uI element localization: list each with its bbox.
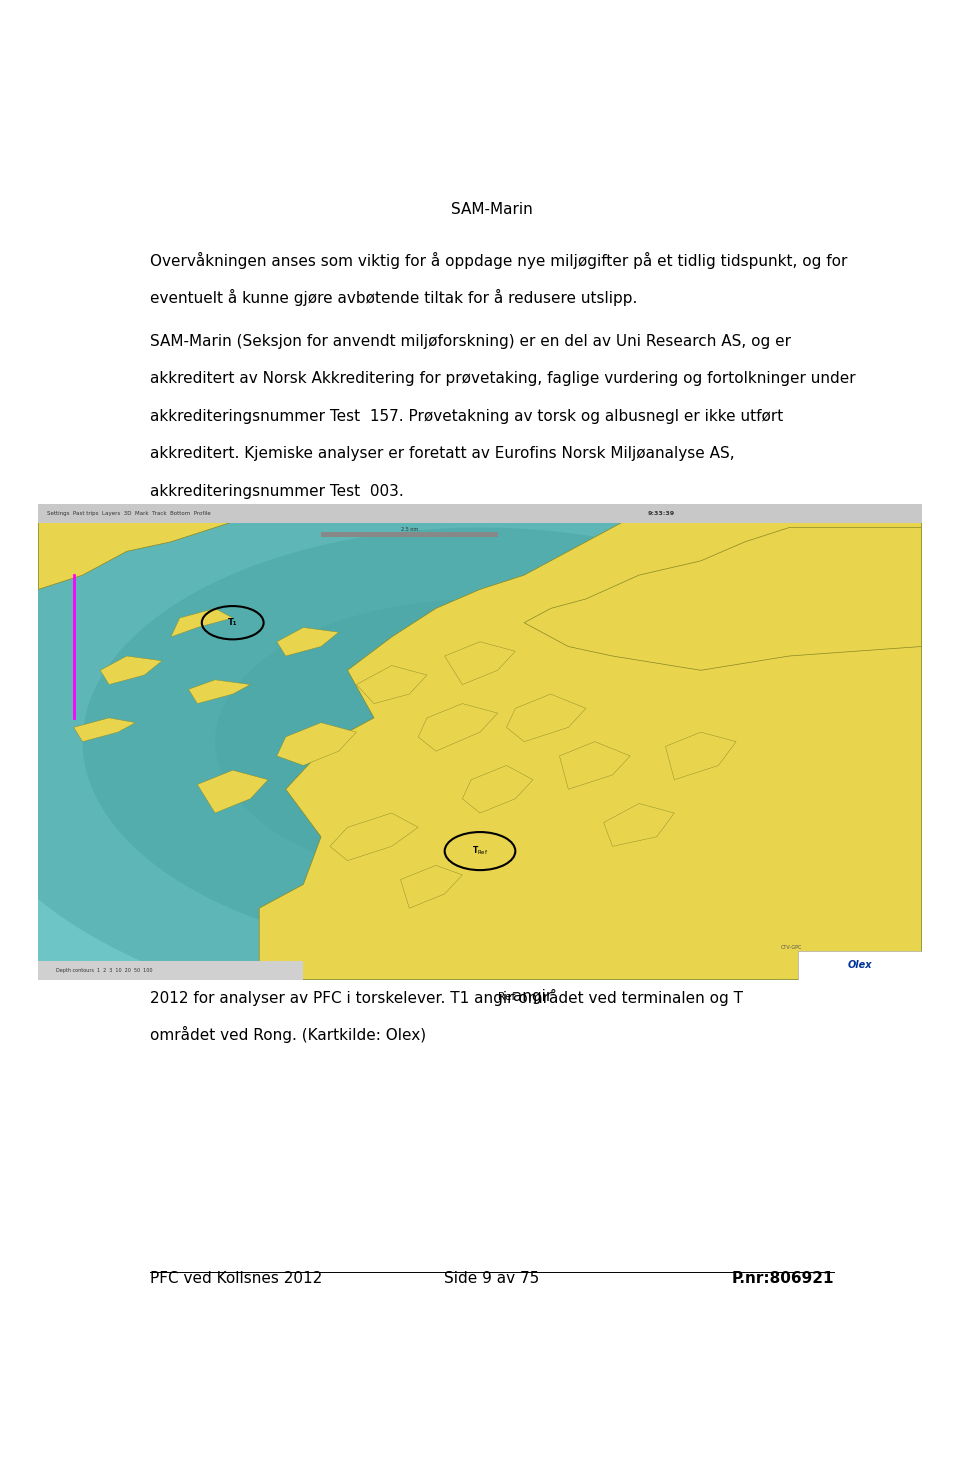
Text: Det ble i 2012 tatt prøver av albusnegl, torskelever og sediment for analyser av: Det ble i 2012 tatt prøver av albusnegl,… [150,608,812,623]
Text: prøvetakingstasjonene for henholdsvis torsk og sediment. De undersøkte stasjonen: prøvetakingstasjonene for henholdsvis to… [150,683,822,698]
Bar [798,952,922,980]
Polygon shape [560,742,630,790]
Polygon shape [604,803,674,847]
Polygon shape [171,608,232,636]
Text: SAM-Marin: SAM-Marin [451,202,533,217]
Text: P.nr:806921: P.nr:806921 [732,1271,834,1286]
Polygon shape [38,504,303,589]
Text: identiske med stasjonene undersøkt i 2011, men noe færre lokaliteter ble undersø: identiske med stasjonene undersøkt i 201… [150,720,854,735]
Text: akkrediteringsnummer Test  003.: akkrediteringsnummer Test 003. [150,483,403,499]
Polygon shape [74,717,135,742]
Text: 2.5 nm: 2.5 nm [400,527,418,532]
Text: Side 9 av 75: Side 9 av 75 [444,1271,540,1286]
Circle shape [0,457,960,1027]
Bar [321,532,497,538]
Text: Vannprøver ble ikke tatt i 2012, ettersom PFC ikke ble kvantifisert i noen av va: Vannprøver ble ikke tatt i 2012, etterso… [150,759,863,773]
Text: Depth contours  1  2  3  10  20  50  100: Depth contours 1 2 3 10 20 50 100 [56,968,153,972]
Text: Ref: Ref [497,993,515,1002]
Text: T$_{\rm Ref}$: T$_{\rm Ref}$ [471,846,489,857]
Text: CTV-GPC: CTV-GPC [780,944,802,950]
Text: eventuelt å kunne gjøre avbøtende tiltak for å redusere utslipp.: eventuelt å kunne gjøre avbøtende tiltak… [150,289,637,306]
Text: akkreditert. Kjemiske analyser er foretatt av Eurofins Norsk Miljøanalyse AS,: akkreditert. Kjemiske analyser er foreta… [150,446,734,461]
Polygon shape [198,770,268,813]
Text: akkrediteringsnummer Test  157. Prøvetakning av torsk og albusnegl er ikke utfør: akkrediteringsnummer Test 157. Prøvetakn… [150,409,783,424]
Polygon shape [188,681,251,704]
Text: T₁: T₁ [228,619,237,627]
Polygon shape [400,865,463,909]
Text: Olex: Olex [848,960,872,971]
Polygon shape [356,666,427,704]
Text: Figur 2.1.: Figur 2.1. [150,952,232,966]
Circle shape [83,527,877,956]
Text: SAM-Marin (Seksjon for anvendt miljøforskning) er en del av Uni Research AS, og : SAM-Marin (Seksjon for anvendt miljøfors… [150,334,791,349]
Polygon shape [524,527,922,670]
Text: Oversikt over områdene hvor man fanget torsk med garn og ruser ved Kollsnes i: Oversikt over områdene hvor man fanget t… [204,952,828,968]
Polygon shape [419,704,497,751]
Polygon shape [665,732,736,779]
Circle shape [215,600,745,884]
Text: 2011. I 2012 ble fire nye PFC forbindelser analysert i forhold til i 2011, disse: 2011. I 2012 ble fire nye PFC forbindels… [150,795,825,810]
Polygon shape [276,723,356,766]
Bar [38,504,922,523]
Text: området ved Rong. (Kartkilde: Olex): området ved Rong. (Kartkilde: Olex) [150,1027,426,1043]
Polygon shape [276,627,339,655]
Bar [38,960,303,980]
Polygon shape [100,655,162,685]
Text: angir: angir [508,988,552,1005]
Text: 9:33:39: 9:33:39 [647,511,674,516]
Text: Overvåkningen anses som viktig for å oppdage nye miljøgifter på et tidlig tidspu: Overvåkningen anses som viktig for å opp… [150,252,847,268]
Polygon shape [259,504,922,980]
Polygon shape [507,694,586,742]
Polygon shape [330,813,419,860]
Polygon shape [444,642,516,685]
Text: 2012 for analyser av PFC i torskelever. T1 angir området ved terminalen og T: 2012 for analyser av PFC i torskelever. … [150,988,743,1006]
Text: perfluorerte forbindelser listet i Tabell 2.1. Figur 2.1 og 2.2 viser en oversik: perfluorerte forbindelser listet i Tabel… [150,645,769,661]
Text: Settings  Past trips  Layers  3D  Mark  Track  Bottom  Profile: Settings Past trips Layers 3D Mark Track… [47,511,211,516]
Polygon shape [463,766,533,813]
Text: asterisk i tabell 2.1.: asterisk i tabell 2.1. [150,834,301,848]
Text: akkreditert av Norsk Akkreditering for prøvetaking, faglige vurdering og fortolk: akkreditert av Norsk Akkreditering for p… [150,371,855,386]
Text: 2. MATERIAL OG METODER: 2. MATERIAL OG METODER [326,546,658,566]
Text: PFC ved Kollsnes 2012: PFC ved Kollsnes 2012 [150,1271,322,1286]
